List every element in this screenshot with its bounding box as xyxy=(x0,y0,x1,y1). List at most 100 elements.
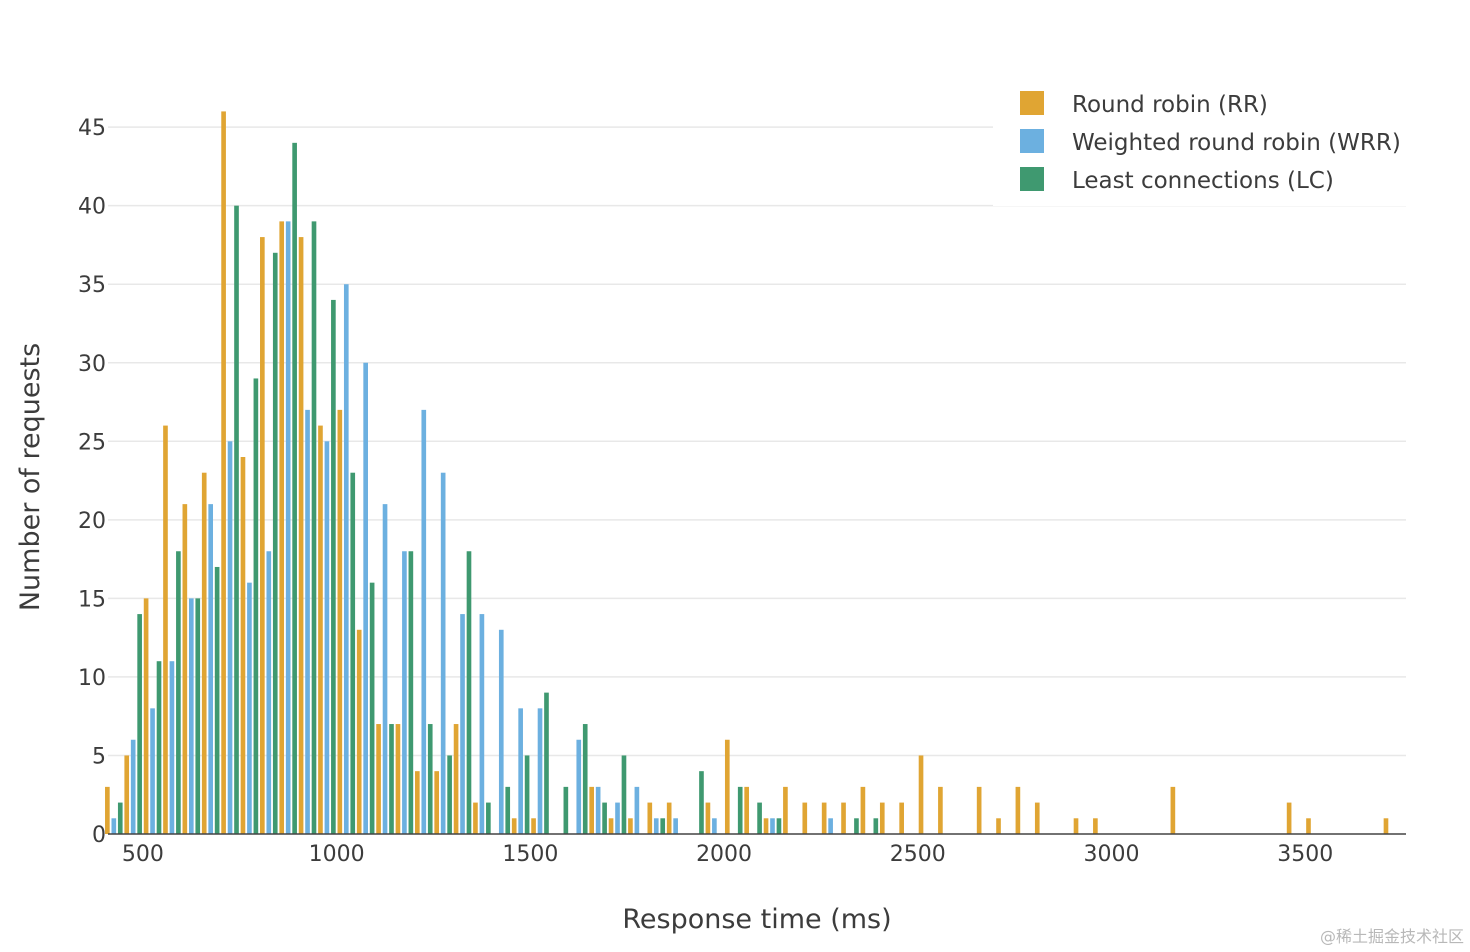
bar xyxy=(1015,786,1021,834)
bar xyxy=(615,802,620,834)
legend-label[interactable]: Least connections (LC) xyxy=(1072,168,1334,194)
bar xyxy=(260,237,265,835)
bar xyxy=(647,802,653,834)
bar xyxy=(1306,818,1311,834)
bar xyxy=(595,786,601,834)
bar xyxy=(382,504,388,834)
bar xyxy=(724,739,730,834)
bar xyxy=(285,221,291,834)
bar xyxy=(976,786,982,834)
bar xyxy=(408,551,414,834)
bar xyxy=(744,786,749,834)
bar xyxy=(298,237,304,835)
bar xyxy=(343,284,349,834)
bar xyxy=(130,739,136,834)
bar xyxy=(763,818,769,834)
bar xyxy=(511,818,517,834)
bar xyxy=(369,582,375,834)
bar xyxy=(414,771,420,834)
bar xyxy=(395,724,401,834)
bar xyxy=(247,582,252,834)
legend[interactable]: Round robin (RR) Weighted round robin (WR… xyxy=(993,82,1433,206)
bar xyxy=(873,818,879,834)
bar xyxy=(440,472,446,834)
bar xyxy=(498,629,504,834)
bar xyxy=(1093,818,1098,834)
bar xyxy=(163,425,168,834)
y-tick-label: 30 xyxy=(78,352,106,377)
bar xyxy=(757,802,762,834)
bar xyxy=(421,409,427,834)
x-tick-labels: 500 1000 1500 2000 2500 3000 3500 xyxy=(122,842,1333,867)
bar xyxy=(576,739,582,834)
x-tick-label: 3000 xyxy=(1084,842,1140,867)
legend-label[interactable]: Weighted round robin (WRR) xyxy=(1072,130,1401,156)
bar xyxy=(770,818,775,834)
y-tick-label: 40 xyxy=(78,195,106,220)
x-tick-label: 1500 xyxy=(502,842,558,867)
bar xyxy=(434,771,440,834)
bar xyxy=(272,252,278,834)
bar xyxy=(673,818,678,834)
bar xyxy=(505,786,511,834)
y-tick-label: 10 xyxy=(78,666,106,691)
bar xyxy=(589,786,595,834)
bar xyxy=(331,299,336,835)
bar xyxy=(699,771,704,834)
bar xyxy=(841,802,846,834)
bar xyxy=(653,818,659,834)
bar xyxy=(227,441,233,834)
bar xyxy=(860,786,866,834)
y-tick-label: 45 xyxy=(78,116,106,141)
y-tick-label: 25 xyxy=(78,430,106,455)
y-tick-label: 0 xyxy=(92,823,106,848)
bar xyxy=(201,472,207,834)
bar xyxy=(621,755,627,834)
bar xyxy=(531,818,536,834)
bar xyxy=(737,786,743,834)
bar xyxy=(195,598,201,834)
bar xyxy=(879,802,885,834)
bar xyxy=(634,786,640,834)
bar xyxy=(279,221,285,834)
bar xyxy=(1073,818,1079,834)
bar xyxy=(427,724,433,834)
x-tick-label: 500 xyxy=(122,842,164,867)
bar xyxy=(466,551,472,834)
bar xyxy=(169,661,175,834)
y-tick-label: 15 xyxy=(78,587,106,612)
bar xyxy=(150,708,155,834)
bar xyxy=(563,786,569,834)
bar xyxy=(182,504,188,834)
bar xyxy=(608,818,614,834)
bar xyxy=(524,755,530,834)
bar xyxy=(996,818,1001,834)
bar xyxy=(666,802,672,834)
bar xyxy=(156,661,162,834)
bar xyxy=(324,441,330,834)
bar xyxy=(143,598,149,834)
legend-label[interactable]: Round robin (RR) xyxy=(1072,92,1268,118)
legend-swatch[interactable] xyxy=(1020,129,1044,153)
legend-swatch[interactable] xyxy=(1020,167,1044,191)
bar xyxy=(776,818,782,834)
bar xyxy=(363,362,368,834)
bar xyxy=(105,786,110,834)
y-tick-label: 5 xyxy=(92,744,106,769)
bar xyxy=(828,818,833,834)
bar xyxy=(214,566,220,834)
bar xyxy=(486,802,491,834)
bar xyxy=(208,504,214,834)
bar xyxy=(628,818,633,834)
bar xyxy=(1286,802,1292,834)
bar xyxy=(854,818,859,834)
legend-swatch[interactable] xyxy=(1020,91,1044,115)
x-tick-label: 1000 xyxy=(309,842,365,867)
bar xyxy=(318,425,323,834)
bar xyxy=(111,818,117,834)
bar xyxy=(356,629,362,834)
bar xyxy=(783,786,788,834)
bar xyxy=(918,755,924,834)
bar xyxy=(899,802,904,834)
